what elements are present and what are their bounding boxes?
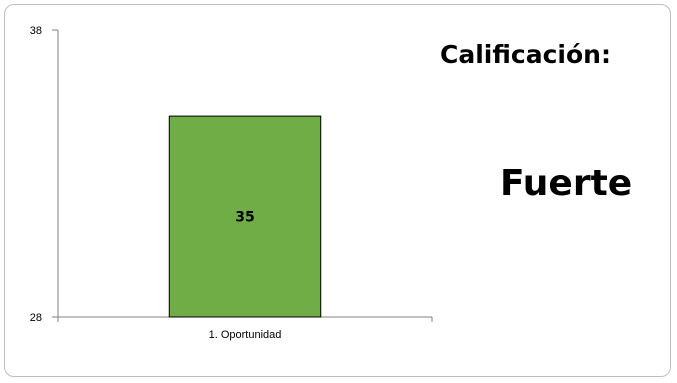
chart-frame — [4, 4, 671, 377]
data-label-0: 35 — [235, 210, 254, 226]
bar-0 — [168, 115, 322, 318]
rating-title: Calificación: — [440, 40, 611, 69]
y-tick-label-0: 28 — [30, 312, 42, 324]
x-tick-label-0: 1. Oportunidad — [209, 329, 282, 341]
y-tick-label-1: 38 — [30, 25, 42, 37]
rating-value: Fuerte — [500, 163, 633, 204]
